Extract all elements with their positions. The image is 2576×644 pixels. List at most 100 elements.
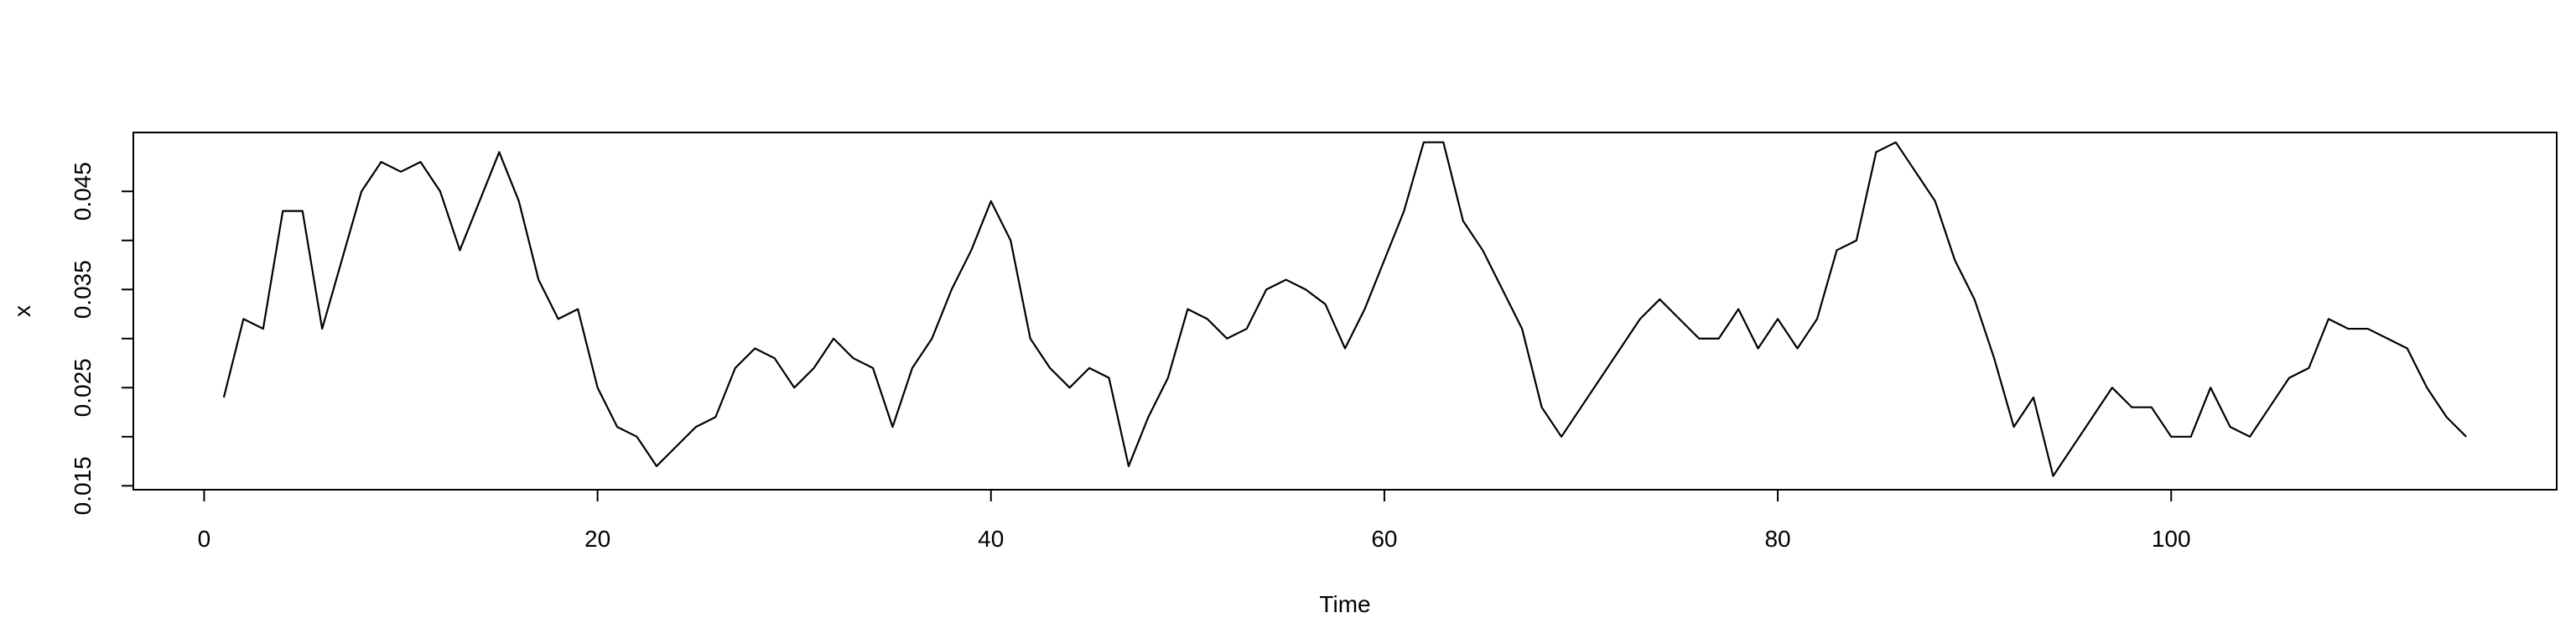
data-point — [418, 159, 423, 164]
data-point — [496, 149, 501, 154]
data-point — [438, 189, 443, 194]
data-point — [1775, 316, 1780, 321]
data-point — [2287, 376, 2292, 381]
data-point — [851, 356, 856, 361]
data-point — [969, 247, 974, 252]
data-point — [261, 326, 266, 331]
data-point — [2031, 395, 2036, 400]
data-point — [1224, 336, 1229, 341]
data-point — [1834, 247, 1839, 252]
data-point — [300, 209, 305, 214]
data-point — [1284, 278, 1289, 283]
data-point — [1047, 366, 1052, 371]
x-tick-label: 100 — [2152, 526, 2191, 552]
data-point — [2208, 385, 2213, 390]
x-axis: 0 20 40 60 80 100 — [198, 489, 2191, 552]
data-point — [1264, 287, 1269, 292]
data-point — [319, 326, 325, 331]
data-point — [733, 366, 738, 371]
data-point — [693, 424, 699, 429]
data-point — [1028, 336, 1033, 341]
data-point — [1657, 297, 1662, 302]
y-axis: 0.015 0.025 0.035 0.045 — [70, 162, 134, 515]
data-point — [2110, 385, 2115, 390]
data-point — [1401, 209, 1406, 214]
data-point — [615, 424, 620, 429]
data-point — [2070, 444, 2075, 449]
data-point — [1244, 326, 1249, 331]
data-point — [457, 247, 462, 252]
data-point — [2050, 474, 2055, 479]
data-point — [1756, 345, 1761, 351]
data-point — [831, 336, 836, 341]
data-point — [359, 189, 364, 194]
data-point — [1185, 307, 1190, 312]
x-axis-label: Time — [1319, 591, 1370, 617]
y-tick-label: 0.045 — [70, 162, 96, 221]
x-tick-label: 0 — [198, 526, 211, 552]
data-point — [379, 159, 384, 164]
data-point — [812, 366, 817, 371]
data-point — [673, 444, 678, 449]
data-point — [398, 169, 403, 174]
x-tick-label: 60 — [1371, 526, 1397, 552]
data-point — [1067, 385, 1072, 390]
data-point — [654, 464, 659, 469]
data-point — [1716, 336, 1722, 341]
y-tick-label: 0.025 — [70, 358, 96, 417]
data-point — [1205, 316, 1210, 321]
data-point — [870, 366, 875, 371]
data-point — [1421, 140, 1426, 145]
x-tick-label: 20 — [584, 526, 610, 552]
data-point — [1972, 297, 1977, 302]
data-point — [1578, 405, 1583, 410]
data-point — [1677, 316, 1682, 321]
data-point — [1166, 376, 1171, 381]
data-point — [1559, 434, 1564, 439]
data-point — [221, 395, 226, 400]
data-point — [2228, 424, 2233, 429]
data-point — [890, 424, 895, 429]
data-point — [713, 414, 718, 419]
data-point — [635, 434, 640, 439]
data-point — [517, 199, 522, 204]
y-axis-label: x — [9, 305, 35, 317]
data-point — [595, 385, 600, 390]
data-point — [910, 366, 915, 371]
data-point — [1795, 345, 1800, 351]
data-point — [1480, 247, 1485, 252]
y-tick-label: 0.035 — [70, 260, 96, 319]
data-point — [1933, 199, 1938, 204]
data-point — [2345, 326, 2350, 331]
data-point — [241, 316, 246, 321]
data-point — [2012, 424, 2017, 429]
data-point — [1461, 218, 1466, 223]
data-point — [2464, 434, 2469, 439]
data-point — [1913, 169, 1918, 174]
data-point — [752, 345, 757, 351]
data-point — [1323, 302, 1328, 307]
data-point — [1107, 376, 1112, 381]
x-tick-label: 40 — [978, 526, 1004, 552]
data-point — [1638, 316, 1643, 321]
data-point — [1008, 238, 1013, 243]
data-point — [2326, 316, 2331, 321]
data-point — [1303, 287, 1308, 292]
data-point — [2267, 405, 2272, 410]
data-point — [280, 209, 285, 214]
data-point — [2385, 336, 2390, 341]
data-point — [2405, 345, 2410, 351]
series-line — [222, 141, 2467, 477]
data-point — [2149, 405, 2154, 410]
data-point — [477, 199, 482, 204]
data-point — [2189, 434, 2194, 439]
data-points — [221, 140, 2469, 479]
data-point — [1540, 405, 1545, 410]
data-point — [949, 287, 954, 292]
data-point — [772, 356, 777, 361]
data-point — [2444, 414, 2449, 419]
data-point — [2306, 366, 2311, 371]
data-point — [1854, 238, 1859, 243]
data-point — [1087, 366, 1092, 371]
